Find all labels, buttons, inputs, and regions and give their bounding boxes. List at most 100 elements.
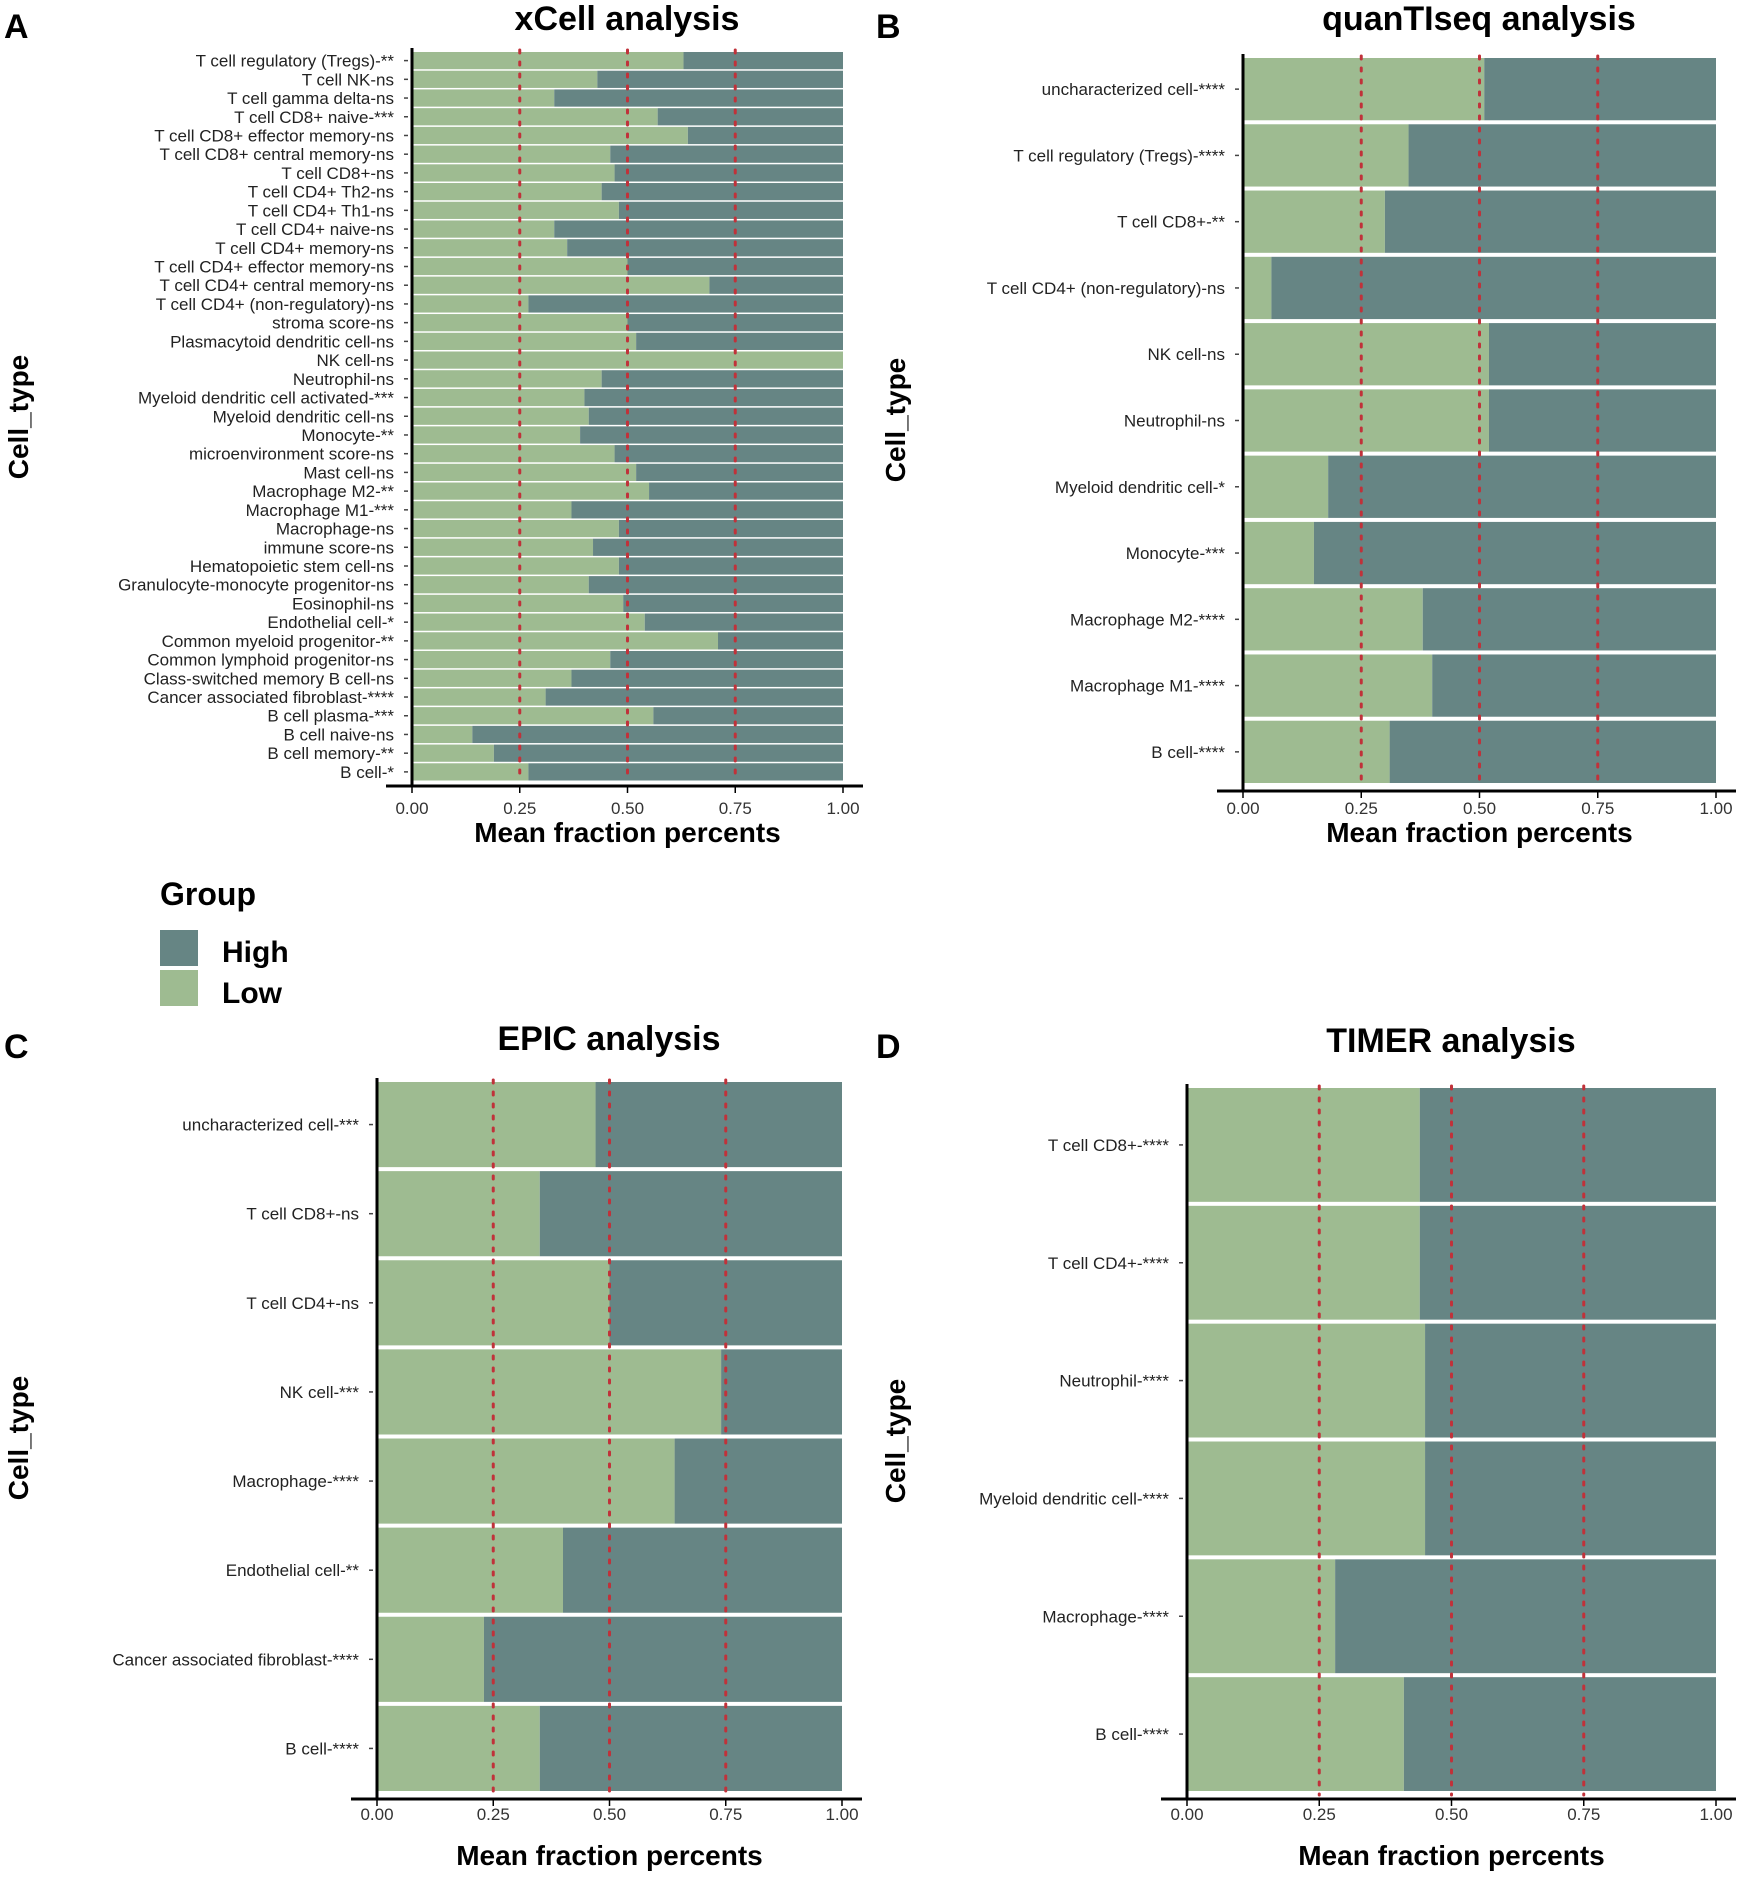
category-label: T cell CD8+ effector memory-ns: [154, 126, 394, 145]
bar-high: [709, 276, 843, 294]
bar-high: [718, 632, 843, 650]
bar-high: [614, 164, 843, 182]
bar-low: [1187, 1205, 1420, 1320]
y-axis-label: Cell_type: [3, 355, 34, 480]
bar-high: [610, 650, 843, 669]
category-label: Myeloid dendritic cell-****: [979, 1489, 1169, 1508]
x-tick-label: 0.00: [1170, 1805, 1203, 1824]
bar-high: [618, 557, 843, 575]
bar-low: [412, 108, 658, 126]
category-label: T cell NK-ns: [302, 70, 394, 89]
bar-low: [377, 1705, 540, 1791]
category-label: T cell CD4+ Th2-ns: [248, 183, 394, 202]
category-label: uncharacterized cell-***: [182, 1116, 359, 1135]
x-tick-label: 0.75: [719, 799, 752, 818]
category-label: T cell CD8+-ns: [281, 164, 394, 183]
bar-low: [412, 239, 568, 257]
category-label: Hematopoietic stem cell-ns: [190, 557, 394, 576]
bar-high: [1384, 190, 1716, 253]
bar-low: [1187, 1559, 1336, 1674]
bar-high: [687, 126, 843, 145]
category-label: Common myeloid progenitor-**: [162, 632, 395, 651]
bar-high: [1313, 521, 1716, 585]
category-label: T cell CD4+ effector memory-ns: [154, 258, 394, 277]
bar-low: [412, 501, 572, 519]
x-tick-label: 0.50: [611, 799, 644, 818]
bar-high: [588, 576, 843, 594]
bar-high: [539, 1705, 842, 1791]
bar-high: [627, 314, 843, 332]
bar-high: [653, 707, 843, 725]
bar-low: [412, 52, 684, 70]
category-label: Macrophage M1-****: [1070, 677, 1225, 696]
bar-high: [674, 1438, 842, 1524]
bar-high: [1271, 256, 1716, 320]
category-label: Granulocyte-monocyte progenitor-ns: [118, 576, 394, 595]
x-tick-label: 1.00: [1699, 1805, 1732, 1824]
bar-high: [644, 613, 843, 631]
bar-low: [377, 1349, 722, 1435]
legend: Group High Low: [160, 876, 289, 1010]
bar-high: [1403, 1677, 1716, 1791]
category-label: NK cell-ns: [317, 351, 394, 370]
chart-panel-c: C EPIC analysis uncharacterized cell-*** T …: [3, 1020, 862, 1871]
bar-high: [1488, 323, 1716, 386]
bar-low: [412, 201, 619, 219]
bar-high: [554, 220, 843, 238]
bar-high: [649, 482, 843, 500]
bar-low: [377, 1438, 675, 1524]
bar-high: [571, 669, 843, 687]
category-label: Myeloid dendritic cell-*: [1055, 478, 1225, 497]
bar-high: [554, 89, 843, 107]
bar-high: [597, 70, 843, 88]
legend-label-low: Low: [222, 977, 283, 1010]
category-label: Macrophage M2-****: [1070, 610, 1225, 629]
bar-low: [412, 707, 654, 725]
x-axis-label: Mean fraction percents: [474, 817, 781, 848]
bar-high: [1389, 720, 1716, 783]
x-tick-label: 0.00: [360, 1805, 393, 1824]
x-tick-label: 0.75: [1581, 799, 1614, 818]
bar-low: [412, 744, 494, 762]
chart-title: EPIC analysis: [497, 1020, 720, 1058]
category-label: Neutrophil-ns: [293, 370, 394, 389]
y-axis-label: Cell_type: [880, 1379, 911, 1504]
category-label: Common lymphoid progenitor-ns: [147, 651, 394, 670]
category-label: Macrophage M1-***: [246, 501, 395, 520]
x-axis-label: Mean fraction percents: [456, 1840, 763, 1871]
bar-low: [1243, 588, 1423, 651]
category-label: Class-switched memory B cell-ns: [144, 669, 394, 688]
panel-letter: C: [4, 1028, 29, 1066]
legend-swatch-low: [160, 970, 198, 1006]
bar-high: [493, 744, 843, 762]
bar-high: [593, 538, 843, 556]
bar-low: [1187, 1441, 1426, 1556]
bar-high: [614, 445, 843, 463]
bar-high: [1335, 1559, 1716, 1674]
bar-low: [412, 445, 615, 463]
bar-high: [610, 145, 843, 163]
bar-low: [1243, 58, 1485, 121]
chart-panel-d: D TIMER analysis T cell CD8+-**** T cell CD…: [876, 1022, 1736, 1871]
bar-high: [683, 52, 843, 70]
category-label: Myeloid dendritic cell-ns: [213, 407, 394, 426]
category-label: Eosinophil-ns: [292, 594, 394, 613]
bar-low: [412, 650, 611, 669]
bar-low: [412, 314, 628, 332]
bar-low: [377, 1527, 563, 1613]
x-tick-label: 1.00: [825, 1805, 858, 1824]
bar-low: [412, 276, 710, 294]
bar-low: [412, 538, 594, 556]
bar-low: [412, 407, 589, 425]
bar-high: [528, 295, 843, 313]
bar-high: [567, 239, 843, 257]
x-tick-label: 0.75: [1567, 1805, 1600, 1824]
panel-letter: D: [876, 1028, 901, 1066]
bar-low: [412, 426, 581, 444]
category-label: T cell CD4+-ns: [246, 1294, 359, 1313]
category-label: Macrophage-****: [1042, 1607, 1169, 1626]
bar-low: [1243, 389, 1489, 452]
category-label: Cancer associated fibroblast-****: [112, 1650, 359, 1669]
